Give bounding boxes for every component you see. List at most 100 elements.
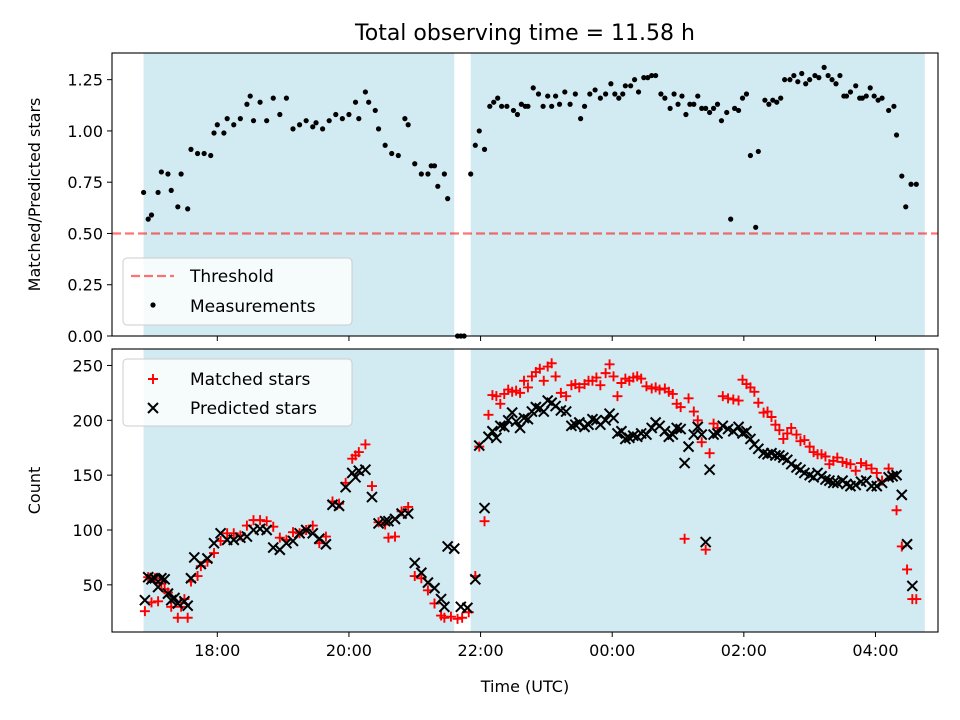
measurement-point xyxy=(525,103,531,109)
legend-matched-swatch xyxy=(148,374,158,384)
measurement-point xyxy=(787,77,793,83)
measurement-point xyxy=(362,89,368,95)
matched-star-point xyxy=(692,415,703,426)
measurement-point xyxy=(418,171,424,177)
measurement-point xyxy=(514,111,521,118)
predicted-star-point xyxy=(438,601,451,613)
matched-star-point xyxy=(675,402,686,413)
predicted-star-point xyxy=(901,538,913,550)
measurement-point xyxy=(165,171,171,177)
measurement-point xyxy=(333,111,339,118)
matched-star-point xyxy=(261,516,272,527)
matched-star-point xyxy=(534,363,545,374)
predicted-star-point xyxy=(678,457,691,469)
matched-star-point xyxy=(483,409,494,420)
measurement-point xyxy=(495,95,501,101)
measurement-point xyxy=(707,109,713,116)
measurement-point xyxy=(718,118,725,124)
matched-star-point xyxy=(855,458,866,469)
y-tick-label: 0.75 xyxy=(67,173,103,192)
x-tick-label: 22:00 xyxy=(458,641,504,660)
matched-star-point xyxy=(770,419,781,430)
predicted-star-point xyxy=(565,420,578,432)
predicted-star-point xyxy=(659,425,671,437)
measurement-point xyxy=(481,146,488,152)
measurement-point xyxy=(703,105,709,111)
measurement-point xyxy=(695,93,701,99)
measurement-point xyxy=(540,103,546,109)
predicted-star-point xyxy=(139,594,151,606)
predicted-star-point xyxy=(402,507,414,520)
predicted-star-point xyxy=(819,473,832,486)
matched-star-point xyxy=(457,612,468,623)
matched-star-point xyxy=(452,613,463,624)
predicted-star-point xyxy=(494,420,507,432)
predicted-star-point xyxy=(158,573,171,586)
predicted-star-point xyxy=(379,515,391,527)
measurement-point xyxy=(231,122,237,128)
measurement-point xyxy=(264,118,270,124)
matched-star-point xyxy=(654,384,665,395)
measurement-point xyxy=(578,116,584,122)
measurement-point xyxy=(277,111,283,118)
matched-star-point xyxy=(555,387,566,398)
measurement-point xyxy=(879,95,885,101)
matched-star-point xyxy=(891,505,902,516)
predicted-star-point xyxy=(228,534,240,546)
predicted-star-point xyxy=(428,582,441,594)
measurement-point xyxy=(755,148,761,155)
predicted-star-point xyxy=(696,428,708,441)
measurement-point xyxy=(313,120,319,126)
measurement-point xyxy=(762,97,768,103)
predicted-star-point xyxy=(882,471,895,484)
matched-star-point xyxy=(733,395,744,406)
predicted-star-point xyxy=(703,463,716,476)
measurement-point xyxy=(825,72,831,79)
y-tick-label: 100 xyxy=(72,521,103,540)
matched-star-point xyxy=(778,433,789,444)
measurement-point xyxy=(597,95,603,101)
x-tick-label: 20:00 xyxy=(326,641,372,660)
measurement-point xyxy=(635,89,642,95)
matched-star-point xyxy=(728,394,739,405)
measurement-point xyxy=(821,64,827,70)
predicted-star-point xyxy=(886,470,899,482)
predicted-star-point xyxy=(785,458,797,470)
predicted-star-point xyxy=(871,480,883,492)
predicted-star-point xyxy=(280,537,293,549)
measurement-point xyxy=(250,118,257,124)
measurement-point xyxy=(581,103,588,109)
measurement-point xyxy=(518,101,524,107)
top-panel: 0.00 0.25 0.50 0.75 1.00 1.25 Matched/Predicte… xyxy=(25,52,939,346)
y-tick-label: 250 xyxy=(72,356,103,375)
matched-star-point xyxy=(538,375,549,386)
predicted-star-point xyxy=(486,425,499,437)
measurement-point xyxy=(739,95,746,101)
matched-star-point xyxy=(612,391,623,402)
measurement-point xyxy=(194,150,201,157)
measurement-point xyxy=(405,122,411,128)
matched-star-point xyxy=(182,612,193,623)
measurement-point xyxy=(168,187,174,193)
measurement-point xyxy=(667,105,673,111)
measurement-point xyxy=(691,101,697,107)
predicted-star-point xyxy=(699,536,712,548)
predicted-star-point xyxy=(582,418,595,431)
measurement-point xyxy=(504,103,510,109)
y-tick-label: 0.50 xyxy=(67,224,103,243)
predicted-star-point xyxy=(732,421,745,433)
matched-star-point xyxy=(696,437,707,448)
measurement-point xyxy=(472,142,478,148)
y-tick-label: 1.25 xyxy=(67,71,103,90)
predicted-star-point xyxy=(349,471,362,484)
measurement-point xyxy=(807,77,813,83)
measurement-point xyxy=(510,107,517,114)
matched-star-point xyxy=(799,435,810,446)
measurement-point xyxy=(863,93,869,99)
predicted-star-point xyxy=(530,401,542,413)
measurement-point xyxy=(389,150,395,157)
measurement-point xyxy=(468,171,474,177)
matched-star-point xyxy=(766,412,777,423)
measurement-point xyxy=(871,93,877,99)
measurement-point xyxy=(435,183,441,189)
